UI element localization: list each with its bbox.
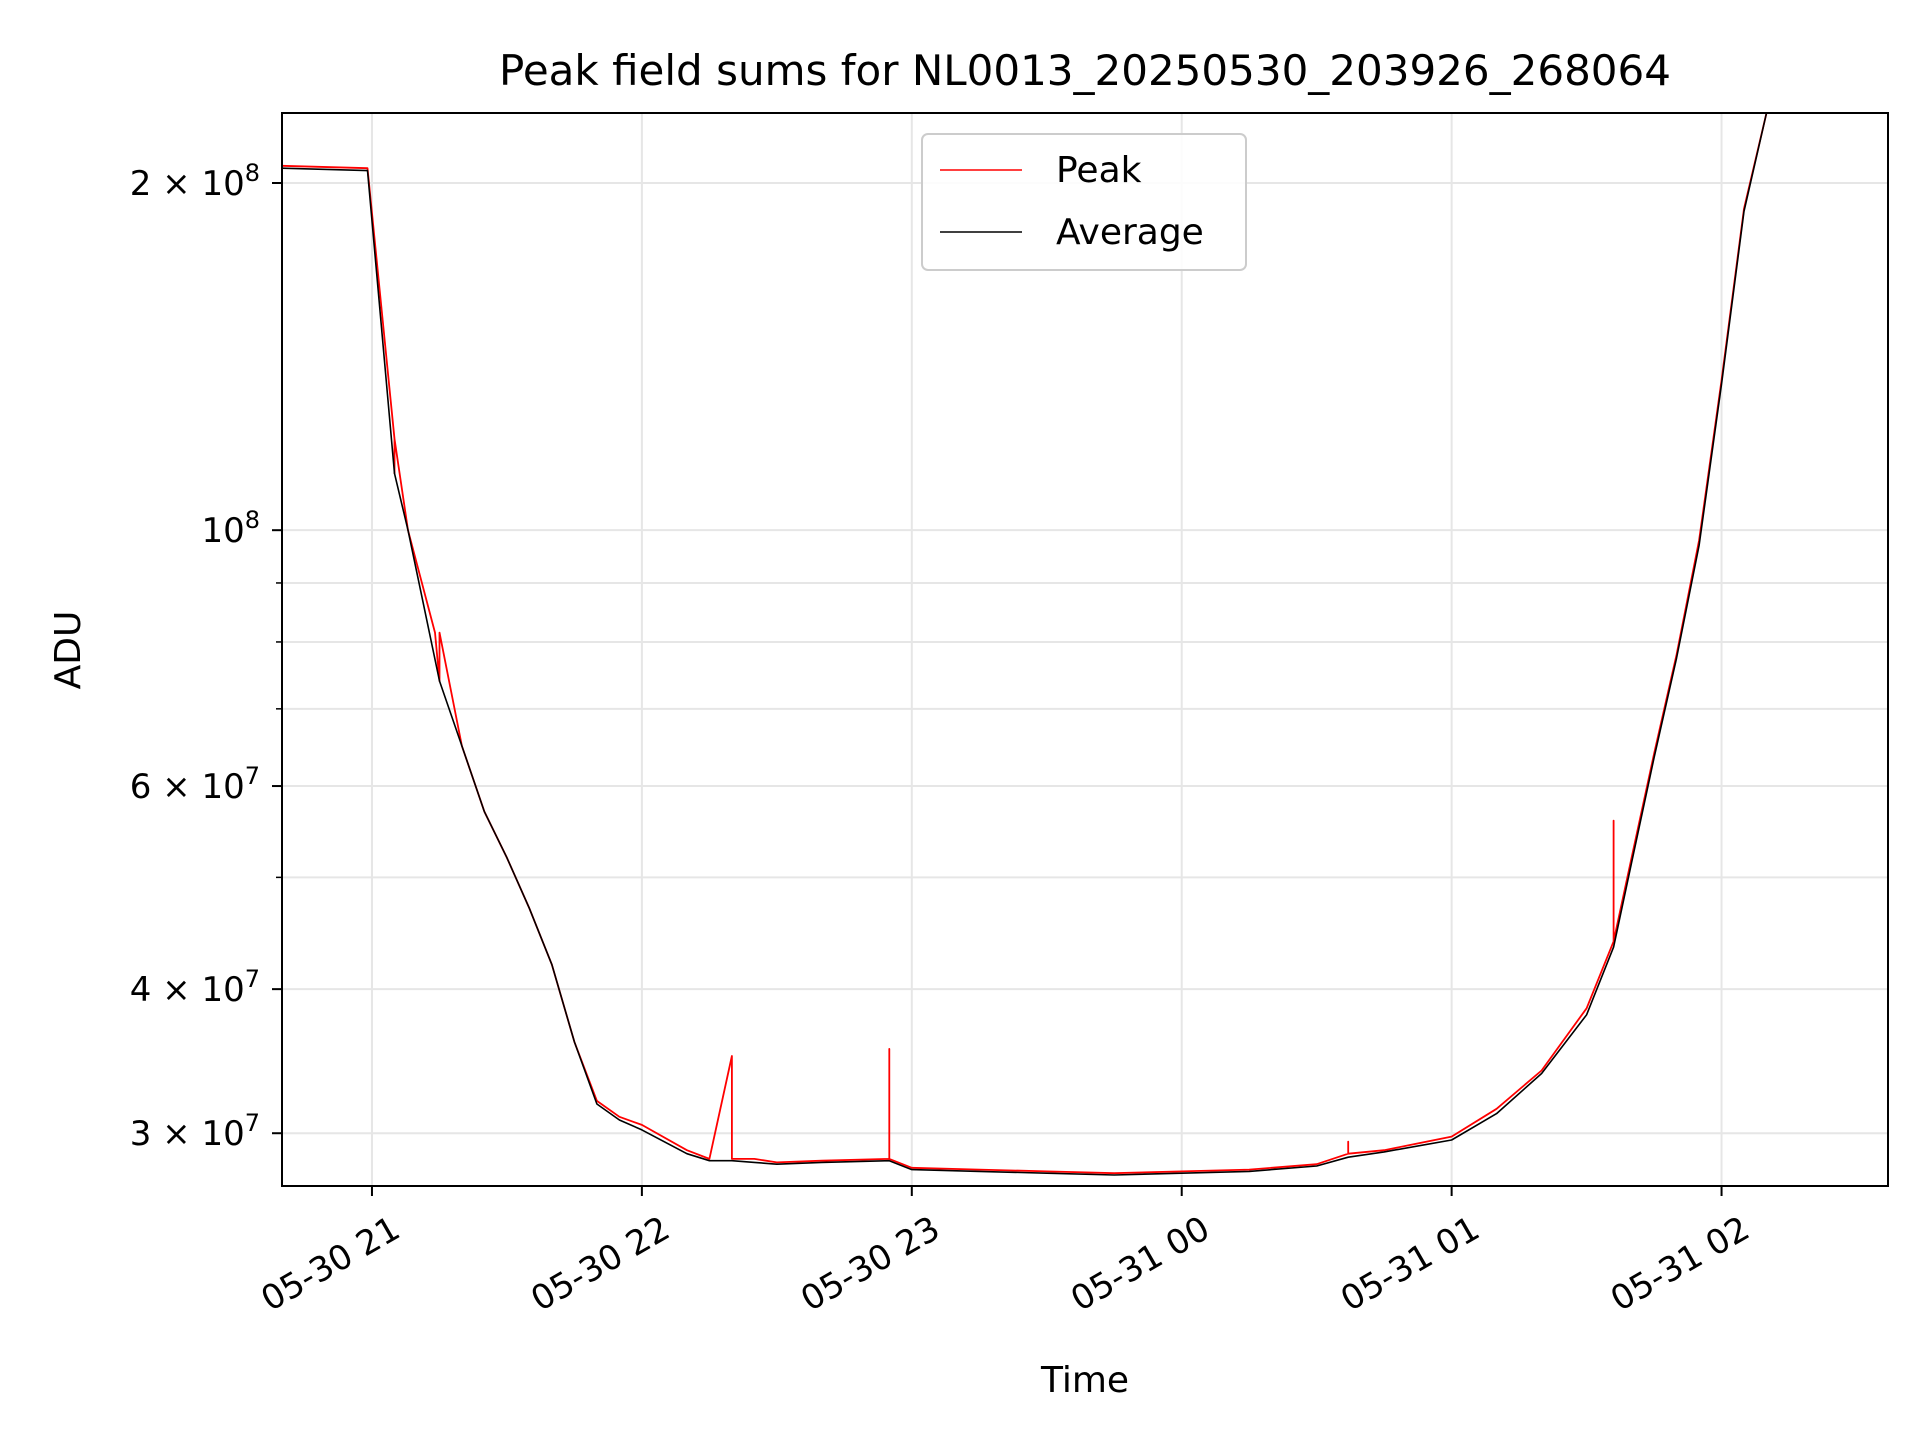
y-tick-base: 10 (201, 511, 244, 551)
legend-average-label: Average (1056, 212, 1204, 253)
y-tick-label: 6 × 107 (130, 762, 260, 807)
y-tick-base: 4 × 10 (130, 970, 245, 1010)
y-tick-exponent: 7 (245, 1109, 260, 1137)
series-line-average (281, 112, 1768, 1176)
y-tick-label: 4 × 107 (130, 965, 260, 1010)
grid (282, 113, 1888, 1186)
y-tick-label: 3 × 107 (130, 1109, 260, 1154)
x-axis-label: Time (1040, 1360, 1129, 1401)
legend-peak-label: Peak (1056, 150, 1142, 191)
y-tick-base: 6 × 10 (130, 767, 245, 807)
y-tick-exponent: 7 (245, 965, 260, 993)
y-tick-label: 2 × 108 (130, 159, 260, 204)
y-tick-exponent: 7 (245, 762, 260, 790)
y-tick-label: 108 (201, 506, 260, 551)
y-tick-exponent: 8 (245, 159, 260, 187)
legend-box (921, 133, 1247, 271)
y-tick-base: 3 × 10 (130, 1114, 245, 1154)
legend: Peak Average (921, 133, 1247, 271)
series-line-peak (281, 112, 1768, 1175)
y-axis-label: ADU (48, 611, 89, 690)
series-area (281, 112, 1768, 1176)
chart-title: Peak field sums for NL0013_20250530_2039… (499, 46, 1671, 95)
plot-frame (281, 112, 1889, 1187)
y-tick-base: 2 × 10 (130, 164, 245, 204)
y-tick-exponent: 8 (245, 506, 260, 534)
